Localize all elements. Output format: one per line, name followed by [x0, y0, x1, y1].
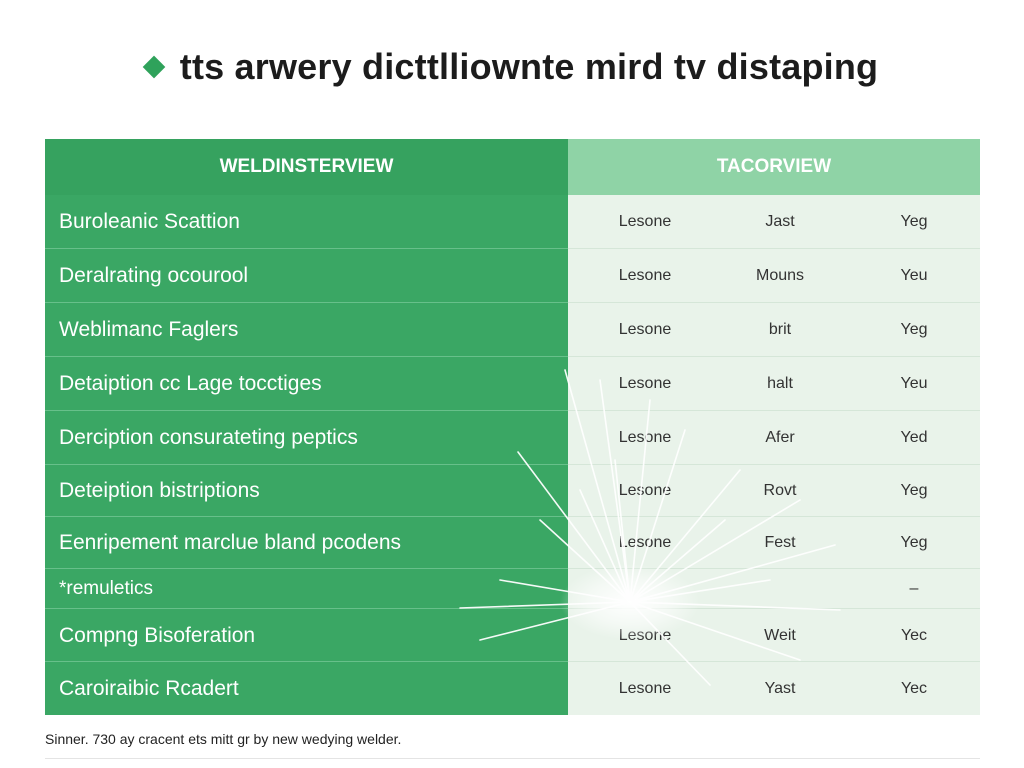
row-label: Deteiption bistriptions — [59, 479, 260, 502]
row-label: Buroleanic Scattion — [59, 210, 240, 233]
cell-col1: Lesone — [618, 679, 672, 697]
row-label: Weblimanc Faglers — [59, 318, 239, 341]
row-label: *remuletics — [59, 578, 153, 599]
cell-col3: Yeu — [900, 375, 928, 392]
table-row: Detaiption cc Lage tocctiges Lesone halt… — [45, 357, 980, 411]
row-label: Deralrating ocourool — [59, 264, 249, 287]
footer-divider — [45, 758, 980, 759]
cell-col2: Jast — [765, 213, 795, 230]
cell-col1 — [590, 569, 700, 609]
cell-col2: Fest — [764, 534, 796, 551]
comparison-table: WELDINSTERVIEW TACORVIEW Buroleanic Scat… — [45, 139, 980, 715]
cell-col1: Lesone — [618, 534, 672, 551]
row-label: Compng Bisoferation — [59, 623, 256, 647]
cell-col3: Yed — [900, 429, 928, 446]
cell-col3: Yec — [900, 679, 928, 697]
cell-col3: Yeg — [900, 534, 928, 551]
row-label: Derciption consurateting peptics — [59, 426, 358, 449]
cell-col2: Yast — [764, 679, 796, 697]
row-label: Caroiraibic Rcadert — [59, 676, 239, 700]
table-row: Caroiraibic Rcadert Lesone Yast Yec — [45, 662, 980, 715]
diamond-icon — [142, 55, 166, 79]
cell-col3: Yeg — [900, 213, 928, 230]
table-row: Derciption consurateting peptics Lesone … — [45, 411, 980, 465]
cell-col1: Lesone — [618, 267, 672, 284]
table-row: Buroleanic Scattion Lesone Jast Yeg — [45, 195, 980, 249]
cell-col2: Rovt — [763, 482, 797, 499]
row-label: Detaiption cc Lage tocctiges — [59, 372, 322, 395]
cell-col1: Lesone — [618, 626, 672, 644]
table-row: Deralrating ocourool Lesone Mouns Yeu — [45, 249, 980, 303]
table-row: *remuletics – — [45, 569, 980, 609]
cell-col1: Lesone — [618, 482, 672, 499]
cell-col3: Yeu — [900, 267, 928, 284]
cell-col1: Lesone — [618, 429, 672, 446]
cell-col2: halt — [767, 375, 793, 392]
row-label: Eenripement marclue bland pcodens — [59, 531, 402, 554]
page-title: tts arwery dicttlliownte mird tv distapi… — [179, 46, 879, 87]
header-right: TACORVIEW — [568, 139, 980, 195]
cell-col1: Lesone — [618, 213, 672, 230]
table-row: Compng Bisoferation Lesone Weit Yec — [45, 609, 980, 662]
cell-col2: brit — [768, 321, 792, 338]
cell-col3: Yeg — [900, 482, 928, 499]
table-row: Deteiption bistriptions Lesone Rovt Yeg — [45, 465, 980, 517]
cell-col1: Lesone — [618, 375, 672, 392]
cell-col3: – — [909, 580, 919, 597]
table-row: Eenripement marclue bland pcodens Lesone… — [45, 517, 980, 569]
footer-note: Sinner. 730 ay cracent ets mitt gr by ne… — [45, 731, 402, 747]
header-left: WELDINSTERVIEW — [45, 139, 568, 195]
cell-col2: Mouns — [755, 267, 805, 284]
cell-col2 — [725, 569, 835, 609]
title-bar: tts arwery dicttlliownte mird tv distapi… — [0, 44, 1024, 90]
cell-col2: Afer — [765, 429, 795, 446]
cell-col3: Yeg — [900, 321, 928, 338]
cell-col3: Yec — [900, 626, 928, 644]
cell-col2: Weit — [764, 626, 796, 644]
cell-col1: Lesone — [618, 321, 672, 338]
table-row: Weblimanc Faglers Lesone brit Yeg — [45, 303, 980, 357]
